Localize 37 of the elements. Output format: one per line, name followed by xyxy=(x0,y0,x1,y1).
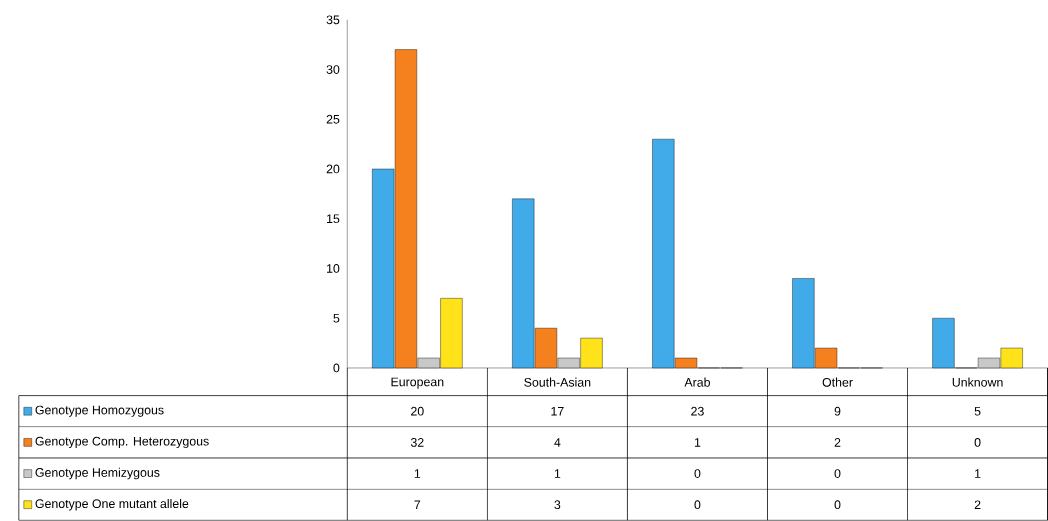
data-label: 4 xyxy=(554,438,561,447)
data-label: 1 xyxy=(975,469,981,478)
data-label: 5 xyxy=(974,407,981,416)
y-tick-label: 0 xyxy=(333,363,340,373)
data-label: 2 xyxy=(834,438,841,447)
data-label: 20 xyxy=(411,407,424,416)
y-tick-label: 10 xyxy=(327,264,340,274)
x-tick-label: Arab xyxy=(684,377,710,387)
data-label: 7 xyxy=(414,500,421,510)
data-label: 3 xyxy=(554,500,561,510)
data-label: 1 xyxy=(694,438,701,447)
y-tick-label: 35 xyxy=(326,15,340,25)
data-label: 9 xyxy=(834,407,841,416)
data-label: 1 xyxy=(414,469,421,478)
x-tick-label: Unknown xyxy=(952,377,1003,387)
legend-label: Genotype One mutant allele xyxy=(35,499,189,511)
y-tick-label: 25 xyxy=(326,115,340,124)
legend-label: Genotype Homozygous xyxy=(35,405,164,417)
data-label: 17 xyxy=(551,407,564,416)
data-label: 1 xyxy=(554,469,561,478)
x-tick-label: European xyxy=(391,377,444,389)
data-label: 0 xyxy=(834,500,841,510)
y-tick-label: 15 xyxy=(327,214,340,224)
x-tick-label: Other xyxy=(822,377,853,387)
data-label: 0 xyxy=(974,438,981,447)
data-label: 0 xyxy=(694,469,701,479)
y-tick-label: 5 xyxy=(333,314,340,323)
legend-label: Genotype Hemizygous xyxy=(35,467,160,480)
data-label: 32 xyxy=(410,438,424,447)
y-tick-label: 20 xyxy=(326,164,340,174)
data-label: 0 xyxy=(694,500,701,510)
data-label: 23 xyxy=(691,407,704,416)
data-label: 0 xyxy=(834,469,841,479)
x-tick-label: South-Asian xyxy=(524,377,591,387)
data-label: 2 xyxy=(974,500,981,510)
legend-label: Genotype Comp. Heterozygous xyxy=(35,436,209,449)
y-tick-label: 30 xyxy=(326,65,340,75)
